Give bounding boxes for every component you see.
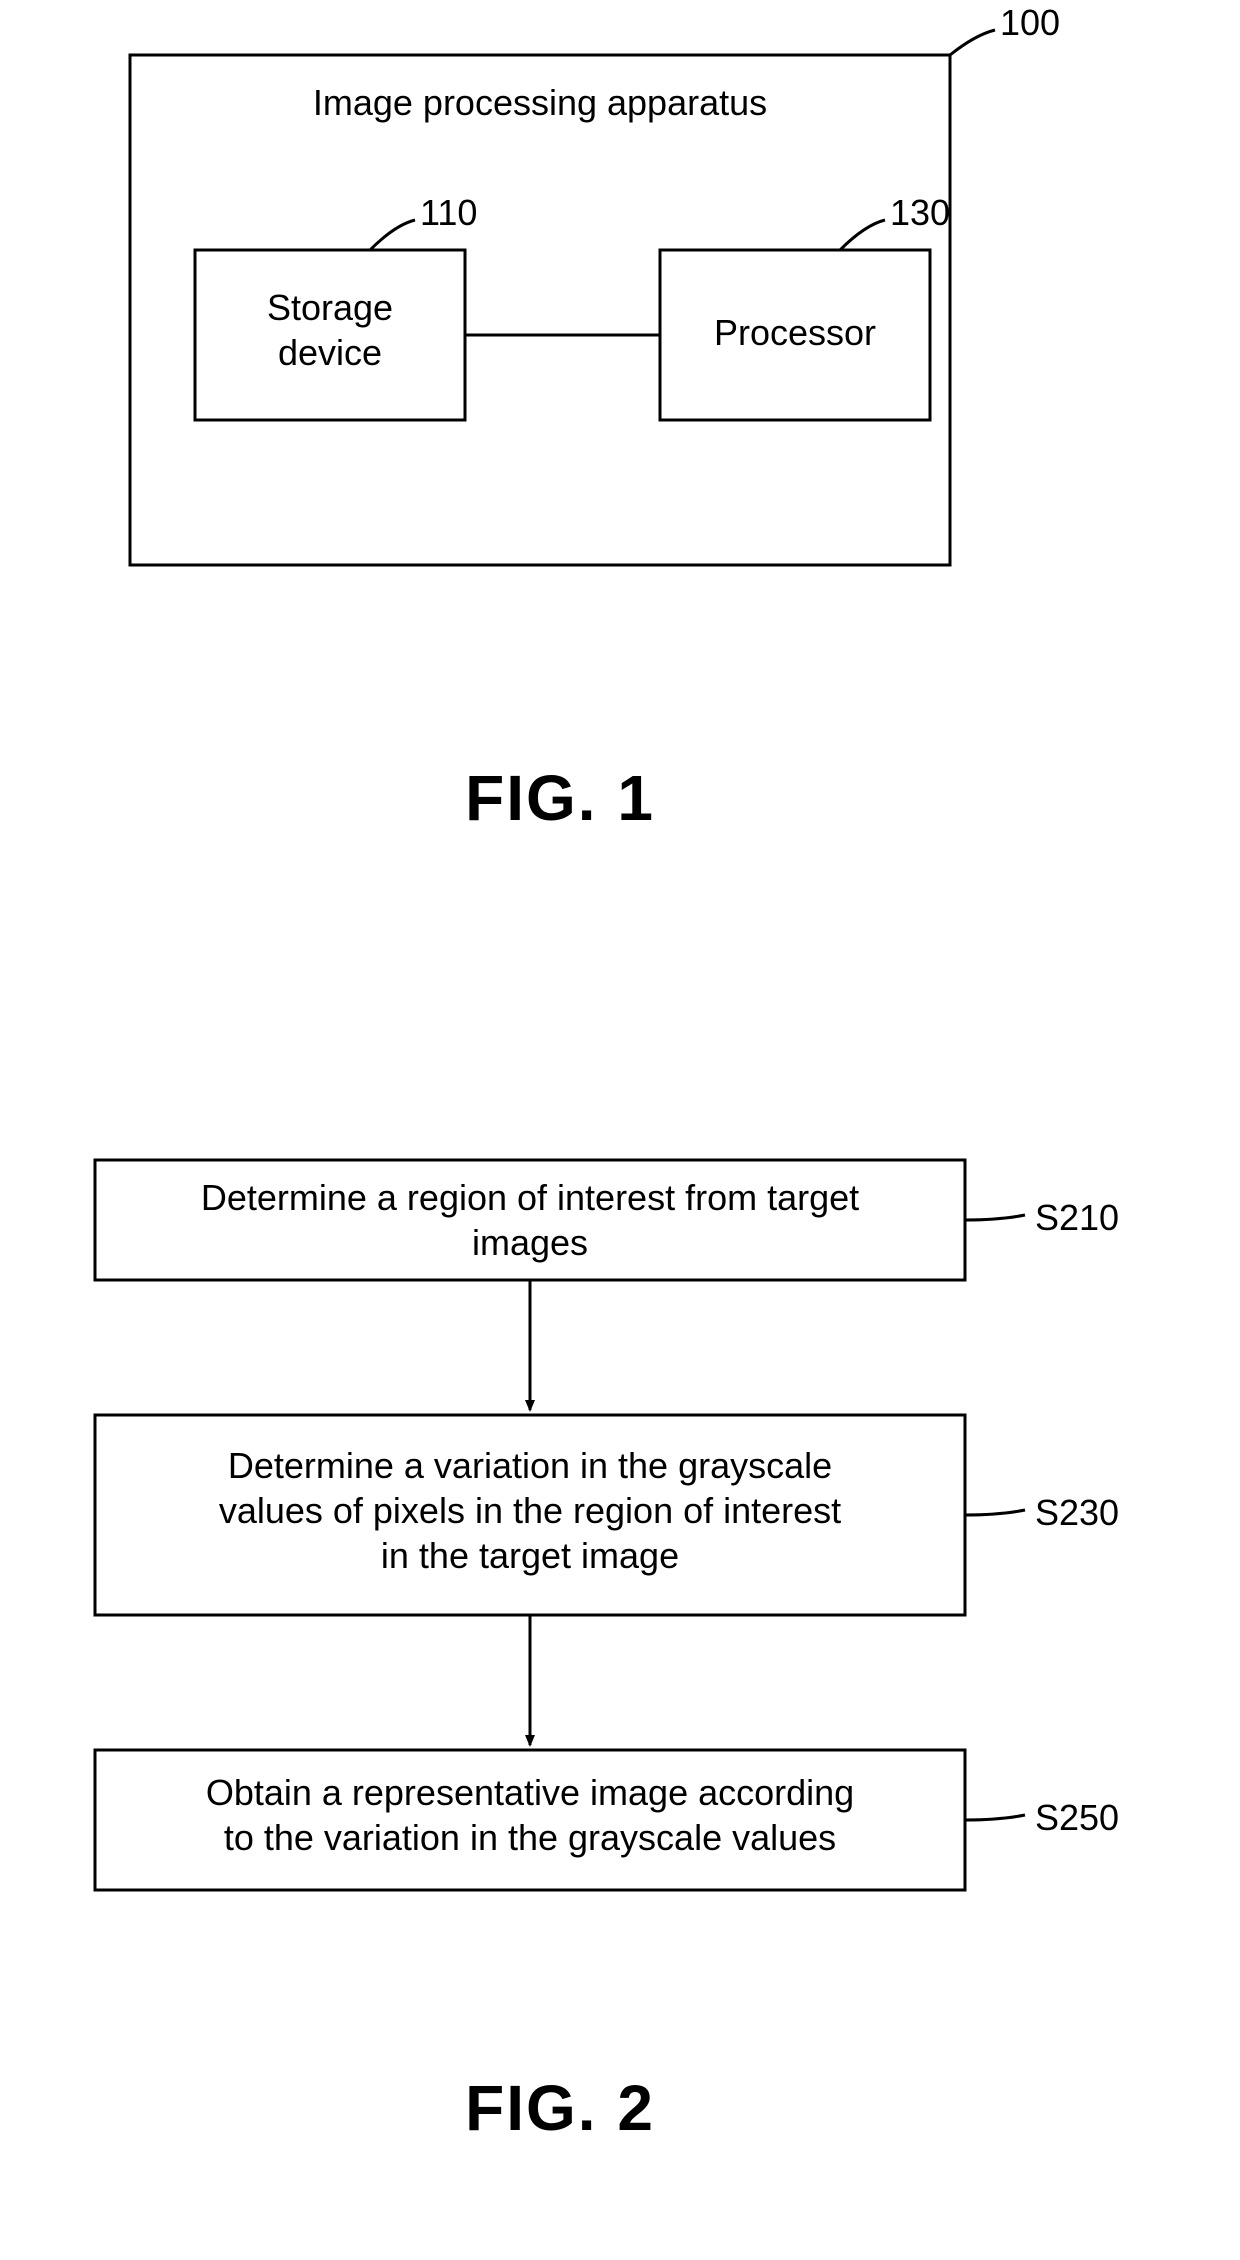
fig1-box-storage-ref: 110 [420, 192, 477, 233]
fig1-box-storage-leader [370, 220, 415, 250]
fig1-box-processor-l1: Processor [714, 312, 876, 353]
fig2-step-s250-leader [965, 1815, 1025, 1820]
fig2-step-s210-l2: images [472, 1222, 588, 1263]
fig2-step-s250-l2: to the variation in the grayscale values [224, 1817, 836, 1858]
fig2-step-s210-l1: Determine a region of interest from targ… [201, 1177, 859, 1218]
fig1-box-processor-ref: 130 [890, 192, 950, 233]
fig1-outer-box [130, 55, 950, 565]
fig2-step-s230-l3: in the target image [381, 1535, 679, 1576]
fig1-caption: FIG. 1 [465, 762, 655, 834]
fig2-step-s230-leader [965, 1510, 1025, 1515]
fig1: 100 Image processing apparatus 110 Stora… [130, 2, 1060, 834]
fig2-step-s210-leader [965, 1215, 1025, 1220]
fig1-outer-ref: 100 [1000, 2, 1060, 43]
fig1-box-storage-l1: Storage [267, 287, 393, 328]
fig2: Determine a region of interest from targ… [95, 1160, 1119, 2144]
fig1-box-storage-l2: device [278, 332, 382, 373]
fig2-step-s250-ref: S250 [1035, 1797, 1119, 1838]
fig2-step-s210-ref: S210 [1035, 1197, 1119, 1238]
fig1-outer-title: Image processing apparatus [313, 82, 767, 123]
fig1-outer-leader [950, 30, 995, 55]
fig1-box-processor-leader [840, 220, 885, 250]
fig2-step-s230-ref: S230 [1035, 1492, 1119, 1533]
fig2-step-s230-l1: Determine a variation in the grayscale [228, 1445, 832, 1486]
fig2-step-s250-l1: Obtain a representative image according [206, 1772, 854, 1813]
fig2-step-s230-l2: values of pixels in the region of intere… [219, 1490, 841, 1531]
fig2-caption: FIG. 2 [465, 2072, 655, 2144]
